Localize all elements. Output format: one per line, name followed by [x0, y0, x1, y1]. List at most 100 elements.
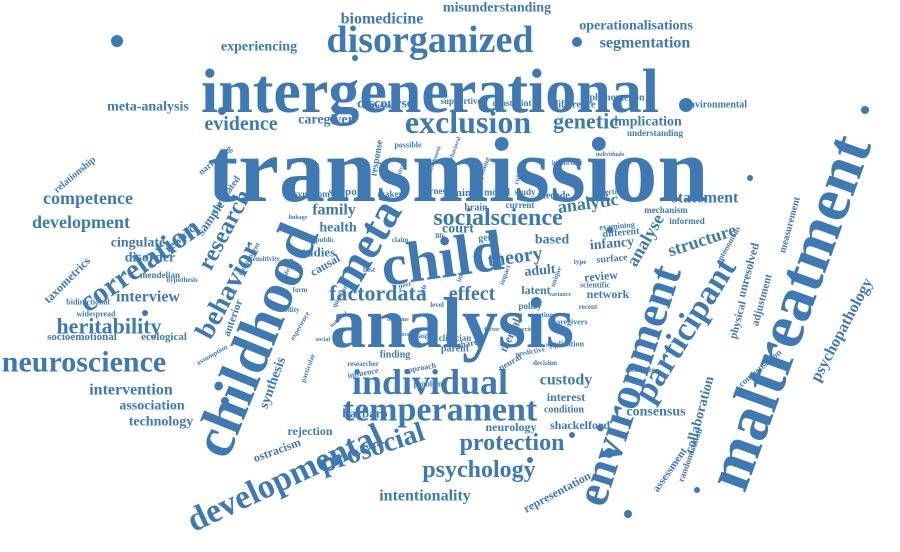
word-surface: surface	[596, 252, 628, 266]
word-based: based	[535, 233, 569, 248]
word-memorize: memorize	[625, 366, 655, 374]
word-protection: protection	[460, 430, 565, 456]
word-biomedicine: biomedicine	[341, 11, 424, 28]
word-health: health	[319, 221, 357, 236]
word-caregiver: caregiver	[298, 113, 354, 128]
word-rejection: rejection	[287, 424, 332, 438]
word-peer: peer	[398, 279, 413, 290]
word-custody: custody	[540, 372, 592, 389]
word-outcome: outcome	[387, 317, 409, 323]
word-recent: recent	[579, 303, 598, 311]
word-type: type	[574, 258, 587, 266]
word-level: level	[430, 301, 444, 309]
word-factor: factor	[484, 327, 500, 333]
word-problem: problem	[414, 380, 443, 389]
word-consensus: consensus	[626, 405, 686, 420]
word-linkage: linkage	[289, 215, 308, 221]
word-development: development	[32, 212, 130, 232]
word-difference: difference	[553, 100, 596, 111]
word-heritability: heritability	[56, 314, 161, 339]
word-supportive: supportive	[440, 96, 481, 106]
word-mechanism: mechanism	[644, 205, 688, 215]
word-analysis: analysis	[330, 283, 574, 363]
word-effect: effect	[449, 283, 496, 305]
word-understanding: understanding	[627, 128, 684, 138]
word-competence: competence	[43, 188, 133, 208]
word-symptom: symptom	[294, 189, 330, 199]
word-hypothesis: hypothesis	[166, 276, 198, 284]
word-family: family	[312, 202, 356, 219]
word-study: study	[514, 187, 536, 197]
bullet-dot	[352, 55, 358, 61]
word-operationalisations: operationalisations	[579, 19, 693, 34]
bullet-dot	[604, 448, 614, 458]
word-socioemotional: socioemotional	[47, 331, 117, 343]
word-genetic: genetic	[553, 109, 619, 134]
word-life: life	[435, 232, 444, 240]
word-misunderstanding: misunderstanding	[443, 1, 551, 16]
word-application: application	[546, 340, 585, 349]
word-disorder: disorder	[125, 251, 176, 266]
word-cognitive: cognitive	[394, 163, 406, 187]
word-maker: maker	[378, 189, 403, 199]
word-evidence: evidence	[204, 113, 277, 135]
word-reaction: reaction	[529, 311, 553, 319]
word-brain: brain	[464, 203, 488, 214]
word-best: best	[363, 266, 376, 274]
word-lead: lead	[472, 246, 484, 261]
word-condition: condition	[544, 405, 584, 416]
word-gene: gene	[478, 232, 499, 245]
word-implication: implication	[614, 115, 682, 130]
word-current: current	[506, 200, 535, 210]
word-cingulate: cingulate	[111, 236, 165, 251]
bullet-dot	[572, 37, 582, 47]
word-temperament: temperament	[343, 392, 538, 429]
word-public: public	[316, 236, 335, 244]
word-studies: studies	[297, 245, 335, 260]
word-barbaro: barbaro	[342, 406, 387, 421]
word-severity: severity	[514, 327, 534, 333]
word-segmentation: segmentation	[600, 35, 691, 52]
word-meta-analysis: meta-analysis	[107, 100, 189, 115]
word-network: network	[587, 287, 630, 301]
word-variance: variance	[549, 292, 571, 298]
word-mind: mind	[453, 187, 477, 199]
word-particular: particular	[299, 352, 317, 383]
word-mendelian: mendelian	[140, 270, 180, 280]
word-ecological: ecological	[141, 331, 187, 343]
word-inclusion: inclusion	[363, 102, 394, 111]
word-role: role	[417, 283, 428, 297]
bullet-dot	[624, 510, 632, 518]
word-phenomenon: phenomenon	[589, 93, 644, 104]
word-decade: decade	[540, 191, 570, 202]
word-support: support	[329, 186, 366, 198]
word-discourse: discourse	[357, 97, 413, 112]
bullet-dot	[218, 107, 226, 115]
word-finding: finding	[380, 350, 411, 361]
word-aspect: aspect	[419, 332, 438, 340]
word-psychology: psychology	[422, 457, 535, 483]
word-intentionality: intentionality	[379, 488, 471, 505]
word-social: social	[316, 337, 331, 343]
word-transmission: transmission	[208, 119, 709, 221]
word-widespread: widespread	[77, 310, 117, 319]
bullet-dot	[111, 35, 123, 47]
word-barnes: barnes	[420, 186, 447, 196]
word-policy: policy	[518, 301, 542, 311]
bullet-dot	[679, 98, 693, 112]
bullet-dot	[747, 175, 753, 181]
word-shackelford: shackelford	[550, 418, 610, 432]
word-neuroscience: neuroscience	[2, 346, 166, 379]
word-neurology: neurology	[485, 420, 536, 434]
word-factordata: factordata	[329, 281, 427, 306]
word-exclusion: exclusion	[405, 104, 531, 140]
word-informed: informed	[669, 216, 705, 226]
word-disorganized: disorganized	[327, 19, 534, 61]
word-socialscience: socialscience	[433, 205, 563, 231]
word-association: association	[119, 399, 185, 414]
word-shared: shared	[456, 336, 483, 350]
word-individuals: individuals	[596, 152, 625, 158]
word-intergenerational: intergenerational	[201, 58, 659, 126]
